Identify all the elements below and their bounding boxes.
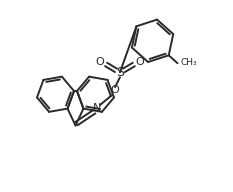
Text: O: O (96, 57, 105, 68)
Text: S: S (116, 66, 124, 79)
Text: O: O (135, 57, 144, 68)
Text: CH₃: CH₃ (181, 58, 197, 67)
Text: O: O (111, 85, 119, 95)
Text: N: N (93, 103, 101, 113)
